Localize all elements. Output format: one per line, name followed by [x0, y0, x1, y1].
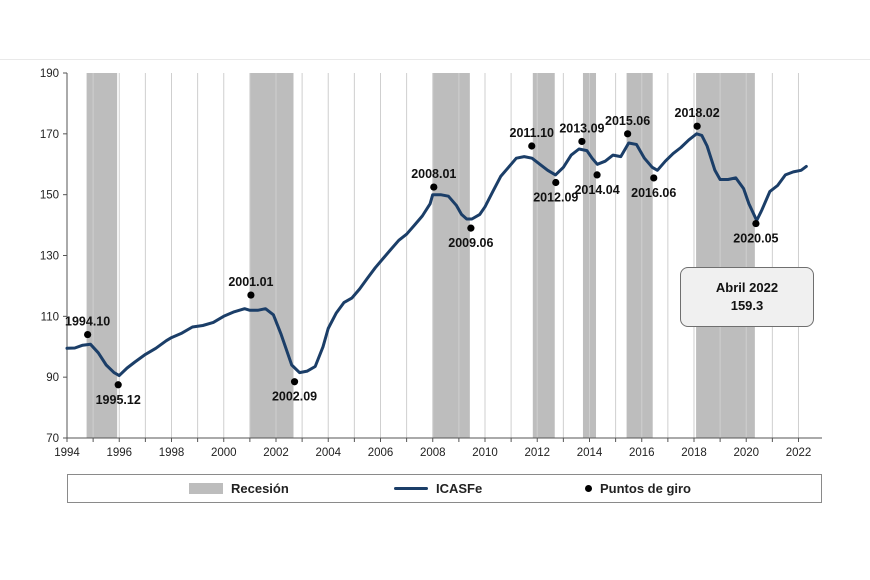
x-axis-ticks: 1994 1996 1998 2000 2002 2004 2006 2008 2010 2012…	[54, 438, 811, 459]
legend-icasfe-label: ICASFe	[436, 481, 483, 496]
turning-point-label-1: 1995.12	[96, 393, 141, 407]
recession-band-2	[432, 73, 470, 438]
turning-point-5	[467, 224, 475, 232]
turning-point-11	[650, 174, 658, 182]
x-tick-label: 2004	[315, 447, 341, 459]
turning-point-4	[430, 183, 438, 191]
x-tick-label: 2022	[786, 447, 812, 459]
x-tick-label: 2020	[733, 447, 759, 459]
top-band	[0, 0, 870, 60]
legend-point-swatch	[585, 485, 592, 492]
turning-point-2	[247, 291, 255, 299]
turning-point-13	[752, 219, 760, 228]
legend-recession-swatch	[189, 483, 223, 494]
x-tick-label: 2010	[472, 447, 498, 459]
x-tick-label: 2006	[368, 447, 394, 459]
legend: Recesión ICASFe Puntos de giro	[67, 474, 822, 503]
turning-point-label-10: 2015.06	[605, 114, 650, 128]
turning-point-label-7: 2012.09	[533, 191, 578, 205]
recession-band-0	[86, 73, 118, 438]
turning-point-label-11: 2016.06	[631, 186, 676, 200]
turning-point-label-9: 2014.04	[574, 183, 619, 197]
y-tick-label: 90	[46, 372, 59, 384]
x-tick-label: 2018	[681, 447, 707, 459]
turning-point-1	[114, 381, 122, 389]
turning-point-label-8: 2013.09	[559, 121, 604, 135]
latest-value-callout: Abril 2022 159.3	[680, 267, 814, 327]
y-tick-label: 170	[40, 129, 59, 141]
legend-item-recession: Recesión	[189, 475, 289, 502]
turning-point-label-2: 2001.01	[228, 275, 273, 289]
turning-point-8	[578, 137, 586, 146]
legend-item-icasfe: ICASFe	[394, 475, 482, 502]
series-line-icasfe	[65, 132, 808, 378]
x-tick-label: 2016	[629, 447, 655, 459]
y-tick-label: 110	[41, 311, 59, 323]
legend-item-points: Puntos de giro	[585, 475, 691, 502]
turning-point-10	[624, 130, 632, 138]
line-chart: 70 90 110 130 150 170 190 1994 1996 1998 2000 2002…	[40, 68, 822, 459]
turning-point-label-4: 2008.01	[411, 167, 456, 181]
x-tick-label: 2012	[524, 447, 550, 459]
y-tick-label: 70	[46, 433, 59, 445]
legend-line-swatch	[394, 487, 428, 490]
turning-point-9	[593, 171, 601, 179]
x-tick-label: 2000	[211, 447, 237, 459]
turning-point-12	[693, 122, 701, 130]
turning-point-label-0: 1994.10	[65, 315, 110, 329]
legend-recession-label: Recesión	[231, 481, 289, 496]
callout-value: 159.3	[730, 298, 764, 313]
turning-point-label-6: 2011.10	[510, 126, 555, 140]
recession-bands	[86, 73, 755, 438]
y-tick-label: 130	[40, 251, 59, 263]
x-tick-label: 2002	[263, 447, 289, 459]
turning-point-label-3: 2002.09	[272, 390, 317, 404]
turning-point-label-5: 2009.06	[448, 236, 493, 250]
callout-date: Abril 2022	[715, 280, 779, 295]
x-tick-label: 2008	[420, 447, 446, 459]
legend-points-label: Puntos de giro	[600, 481, 691, 496]
y-axis-ticks: 70 90 110 130 150 170 190	[40, 68, 67, 445]
turning-point-label-13: 2020.05	[733, 232, 778, 246]
turning-point-7	[552, 178, 560, 187]
x-tick-label: 2014	[577, 447, 603, 459]
x-tick-label: 1994	[54, 447, 80, 459]
top-divider	[0, 59, 870, 60]
turning-point-label-12: 2018.02	[675, 106, 720, 120]
turning-points: 1994.10 1995.12 2001.01 2002.09 2008.01 2009.…	[65, 106, 778, 407]
series-group	[65, 132, 808, 378]
turning-point-3	[290, 378, 299, 386]
turning-point-6	[528, 142, 536, 150]
x-tick-label: 1998	[159, 447, 185, 459]
recession-band-1	[249, 73, 294, 438]
x-tick-label: 1996	[106, 447, 132, 459]
y-tick-label: 150	[40, 190, 59, 202]
turning-point-0	[84, 330, 92, 339]
recession-band-6	[696, 73, 755, 438]
gridlines	[92, 73, 799, 438]
y-tick-label: 190	[40, 68, 59, 80]
